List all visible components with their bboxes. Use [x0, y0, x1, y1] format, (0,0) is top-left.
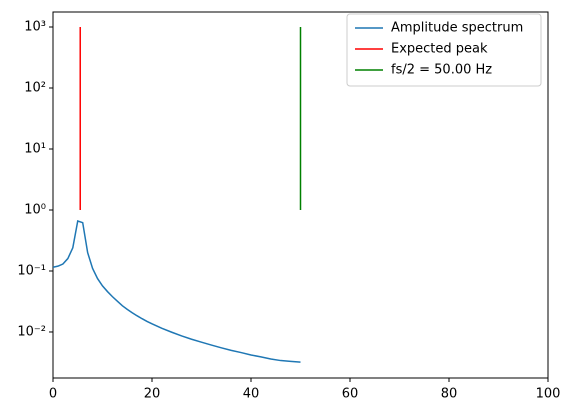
y-tick-label: 10⁰: [24, 202, 46, 217]
x-tick-label: 0: [49, 387, 57, 402]
y-tick-label: 10¹: [24, 141, 46, 156]
legend-label: fs/2 = 50.00 Hz: [391, 63, 492, 78]
legend-label: Expected peak: [391, 42, 488, 57]
plot-frame: [52, 11, 549, 379]
x-tick-label: 60: [342, 387, 359, 402]
x-tick-label: 20: [144, 387, 161, 402]
series-line: [52, 220, 301, 363]
legend-box: [346, 13, 542, 87]
x-tick-label: 80: [441, 387, 458, 402]
x-tick-label: 40: [243, 387, 260, 402]
y-tick-label: 10³: [24, 20, 46, 35]
legend-label: Amplitude spectrum: [391, 21, 523, 36]
y-tick-label: 10⁻¹: [17, 263, 46, 278]
y-tick-label: 10²: [24, 81, 46, 96]
x-tick-label: 100: [536, 387, 561, 402]
y-tick-label: 10⁻²: [17, 324, 46, 339]
